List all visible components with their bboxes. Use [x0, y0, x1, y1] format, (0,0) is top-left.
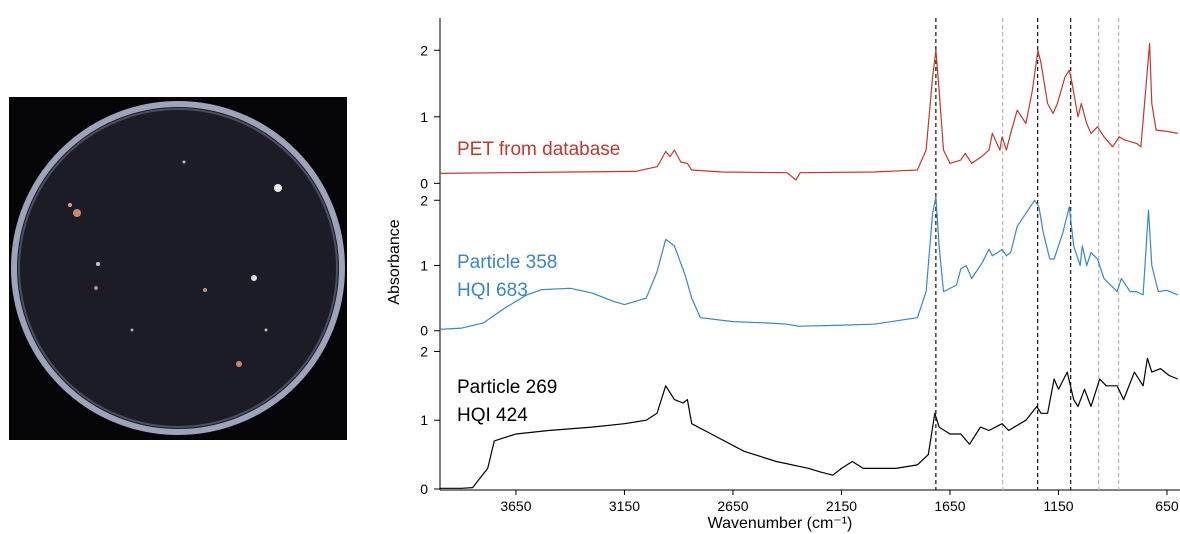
- annotation: HQI 424: [457, 405, 528, 426]
- particle: [68, 203, 72, 207]
- x-tick-label: 1650: [934, 498, 965, 514]
- particle: [274, 184, 282, 192]
- annotation: HQI 683: [457, 280, 528, 301]
- particle: [73, 209, 81, 217]
- particle: [96, 262, 100, 266]
- spectrum-line: [439, 43, 1178, 181]
- y-tick-label: 1: [420, 258, 428, 274]
- series-label: Particle 358: [457, 252, 557, 273]
- particle: [203, 288, 207, 292]
- y-tick-label: 0: [420, 175, 428, 191]
- particle: [130, 328, 134, 332]
- x-axis-label: Wavenumber (cm⁻¹): [708, 515, 853, 532]
- y-tick-label: 0: [420, 481, 428, 497]
- x-tick-label: 2650: [717, 498, 748, 514]
- particle: [236, 361, 242, 367]
- particle: [264, 328, 268, 332]
- y-tick-label: 2: [420, 192, 428, 208]
- x-tick-label: 2150: [826, 498, 857, 514]
- y-tick-label: 2: [420, 42, 428, 58]
- particle: [94, 286, 98, 290]
- filter-photo: [9, 97, 347, 440]
- particle: [182, 160, 186, 164]
- y-tick-label: 2: [420, 343, 428, 359]
- filter-disc: [11, 101, 345, 435]
- x-tick-label: 3650: [500, 498, 531, 514]
- spectrum-line: [439, 196, 1179, 330]
- x-tick-label: 3150: [609, 498, 640, 514]
- spectrum-line: [440, 357, 1179, 489]
- x-tick-label: 650: [1155, 498, 1179, 514]
- filter-rim: [18, 108, 338, 428]
- series-label: PET from database: [457, 139, 620, 160]
- series-label: Particle 269: [457, 377, 557, 398]
- particle: [251, 275, 257, 281]
- y-tick-label: 1: [420, 412, 428, 428]
- x-tick-label: 1150: [1043, 498, 1073, 514]
- y-tick-label: 0: [420, 323, 428, 339]
- y-axis-label: Absorbance: [386, 219, 403, 304]
- y-tick-label: 1: [420, 109, 428, 125]
